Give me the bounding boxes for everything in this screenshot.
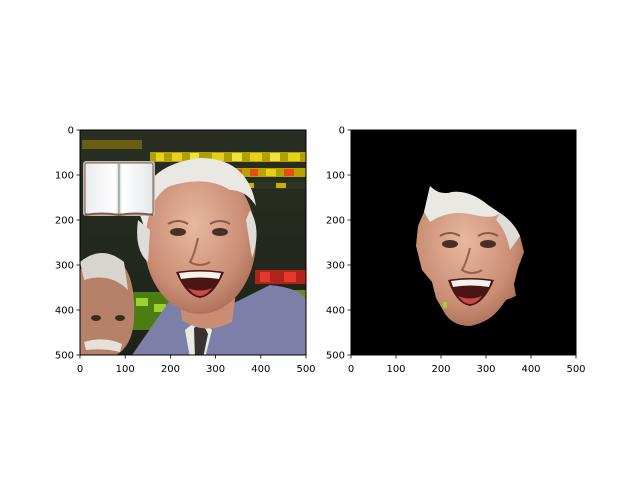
y-tick-label: 500 — [55, 351, 74, 362]
y-tick-label: 300 — [55, 261, 74, 272]
y-tick-label: 0 — [339, 126, 345, 137]
segmented-face-image — [351, 130, 576, 355]
x-tick-label: 100 — [116, 364, 135, 375]
main-person — [132, 158, 306, 355]
y-tick-label: 400 — [55, 306, 74, 317]
x-tick-label: 300 — [206, 364, 225, 375]
x-tick-label: 100 — [386, 364, 405, 375]
x-tick-label: 200 — [161, 364, 180, 375]
x-tick-label: 300 — [476, 364, 495, 375]
x-tick-label: 200 — [431, 364, 450, 375]
x-tick-label: 500 — [296, 364, 315, 375]
y-tick-label: 100 — [55, 171, 74, 182]
y-tick-label: 200 — [326, 216, 345, 227]
x-tick-label: 400 — [251, 364, 270, 375]
open-book-icon — [83, 161, 155, 216]
background-person — [80, 253, 135, 355]
x-tick-label: 0 — [348, 364, 354, 375]
photo-image — [80, 130, 306, 355]
y-tick-label: 200 — [55, 216, 74, 227]
y-tick-label: 0 — [68, 126, 74, 137]
y-tick-label: 300 — [326, 261, 345, 272]
x-tick-label: 500 — [566, 364, 585, 375]
x-tick-label: 400 — [521, 364, 540, 375]
y-tick-label: 500 — [326, 351, 345, 362]
photo-axes-frame — [79, 129, 307, 356]
x-tick-label: 0 — [77, 364, 83, 375]
y-tick-label: 100 — [326, 171, 345, 182]
segmented-face-axes-frame — [350, 129, 577, 356]
y-tick-label: 400 — [326, 306, 345, 317]
